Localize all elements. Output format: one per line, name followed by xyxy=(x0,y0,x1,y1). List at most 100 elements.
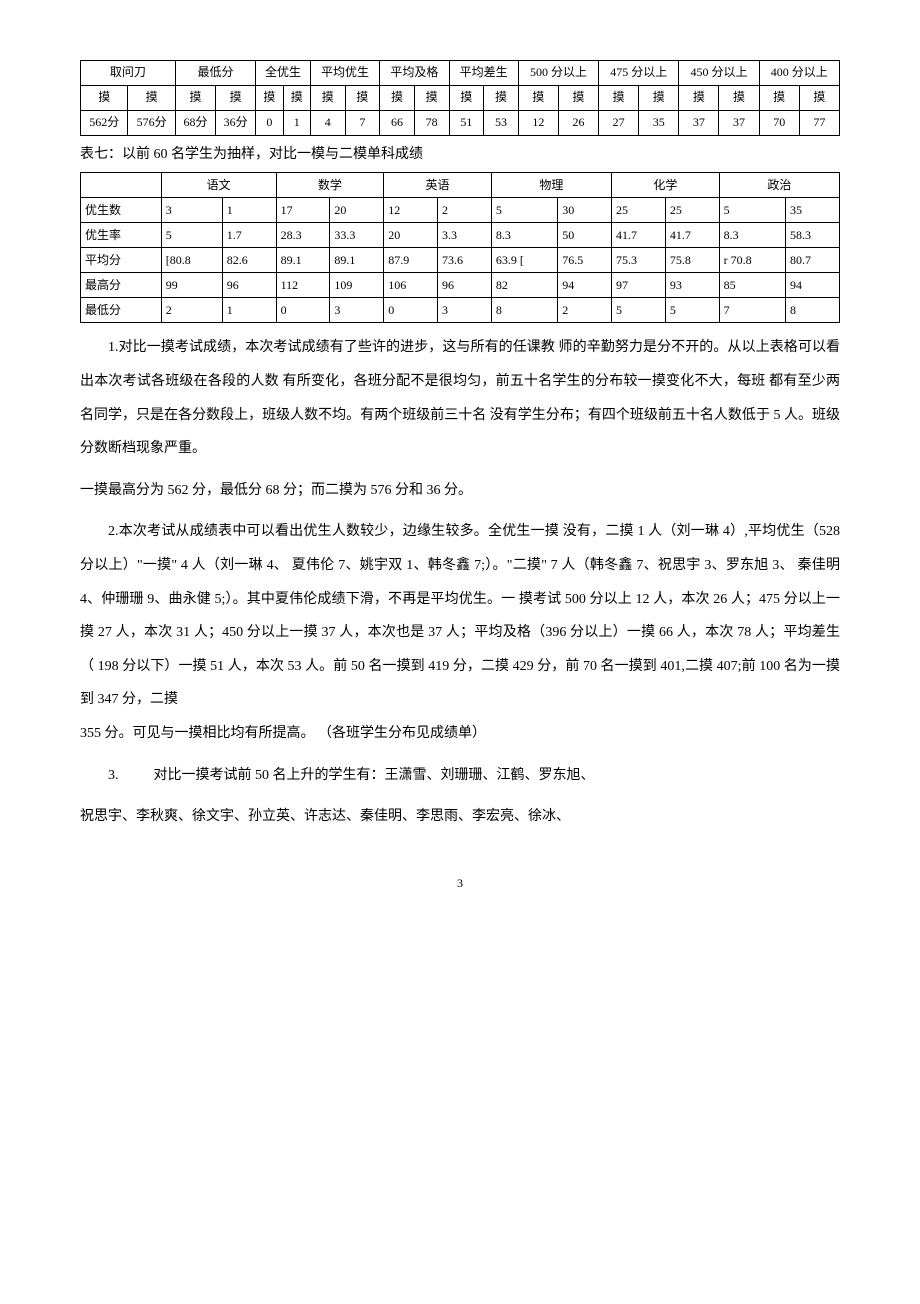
t2-c: 109 xyxy=(330,273,384,298)
t2-c: r 70.8 xyxy=(719,248,785,273)
t1-c: 36分 xyxy=(216,111,256,136)
table-row: 平均分 [80.8 82.6 89.1 89.1 87.9 73.6 63.9 … xyxy=(81,248,840,273)
t1-c: 摸 xyxy=(310,86,345,111)
t1-c: 摸 xyxy=(759,86,799,111)
t2-c: 58.3 xyxy=(786,223,840,248)
t1-h2: 全优生 xyxy=(256,61,311,86)
t2-c: 1 xyxy=(222,198,276,223)
t1-c: 摸 xyxy=(256,86,283,111)
t2-c: 94 xyxy=(558,273,612,298)
t1-c: 37 xyxy=(679,111,719,136)
t1-c: 576分 xyxy=(128,111,175,136)
t2-c: 85 xyxy=(719,273,785,298)
t1-c: 27 xyxy=(599,111,639,136)
t1-c: 562分 xyxy=(81,111,128,136)
t1-c: 4 xyxy=(310,111,345,136)
t2-c: 5 xyxy=(719,198,785,223)
t1-c: 66 xyxy=(380,111,415,136)
t2-h: 数学 xyxy=(276,173,384,198)
t1-c: 68分 xyxy=(175,111,215,136)
paragraph-2: 一摸最高分为 562 分，最低分 68 分；而二摸为 576 分和 36 分。 xyxy=(80,474,840,508)
t1-c: 53 xyxy=(484,111,519,136)
paragraph-3: 2.本次考试从成绩表中可以看出优生人数较少，边缘生较多。全优生一摸 没有，二摸 … xyxy=(80,515,840,717)
table-summary: 取问刀 最低分 全优生 平均优生 平均及格 平均差生 500 分以上 475 分… xyxy=(80,60,840,136)
t2-h: 化学 xyxy=(612,173,720,198)
t2-c: 20 xyxy=(330,198,384,223)
t2-c: 63.9 [ xyxy=(491,248,557,273)
t1-c: 26 xyxy=(558,111,598,136)
t2-c: 25 xyxy=(612,198,666,223)
t1-c: 摸 xyxy=(414,86,449,111)
t2-c: 1.7 xyxy=(222,223,276,248)
t2-h: 物理 xyxy=(491,173,611,198)
t2-c: 75.3 xyxy=(612,248,666,273)
t1-row-mo: 摸 摸 摸 摸 摸 摸 摸 摸 摸 摸 摸 摸 摸 摸 摸 摸 摸 摸 摸 摸 xyxy=(81,86,840,111)
t2-c: 5 xyxy=(161,223,222,248)
t2-c: 3.3 xyxy=(438,223,492,248)
table-row: 最低分 2 1 0 3 0 3 8 2 5 5 7 8 xyxy=(81,298,840,323)
t1-c: 摸 xyxy=(484,86,519,111)
t1-h4: 平均及格 xyxy=(380,61,449,86)
t1-c: 77 xyxy=(799,111,839,136)
t1-c: 摸 xyxy=(128,86,175,111)
t1-c: 摸 xyxy=(216,86,256,111)
t1-h5: 平均差生 xyxy=(449,61,518,86)
t1-c: 70 xyxy=(759,111,799,136)
t2-c: 99 xyxy=(161,273,222,298)
t2-c: 87.9 xyxy=(384,248,438,273)
t2-label: 最低分 xyxy=(81,298,162,323)
t1-c: 0 xyxy=(256,111,283,136)
t2-c: 5 xyxy=(665,298,719,323)
t2-c: 2 xyxy=(161,298,222,323)
t2-h: 英语 xyxy=(384,173,492,198)
t1-c: 1 xyxy=(283,111,310,136)
t1-h1: 最低分 xyxy=(175,61,255,86)
t2-c: 80.7 xyxy=(786,248,840,273)
paragraph-5: 祝思宇、李秋爽、徐文宇、孙立英、许志达、秦佳明、李思雨、李宏亮、徐冰、 xyxy=(80,800,840,834)
paragraph-1: 1.对比一摸考试成绩，本次考试成绩有了些许的进步，这与所有的任课教 师的辛勤努力… xyxy=(80,331,840,465)
t1-h9: 400 分以上 xyxy=(759,61,839,86)
table2-caption: 表七：以前 60 名学生为抽样，对比一模与二模单科成绩 xyxy=(80,144,840,166)
t1-h0: 取问刀 xyxy=(81,61,176,86)
t2-c: 2 xyxy=(438,198,492,223)
t2-c: 76.5 xyxy=(558,248,612,273)
paragraph-4: 3. 对比一摸考试前 50 名上升的学生有：王潇雪、刘珊珊、江鹤、罗东旭、 xyxy=(80,759,840,793)
t2-c: 17 xyxy=(276,198,330,223)
t2-label: 优生率 xyxy=(81,223,162,248)
t1-c: 摸 xyxy=(518,86,558,111)
t2-c: 8.3 xyxy=(491,223,557,248)
t2-c: 28.3 xyxy=(276,223,330,248)
table-row: 优生数 3 1 17 20 12 2 5 30 25 25 5 35 xyxy=(81,198,840,223)
t1-row-val: 562分 576分 68分 36分 0 1 4 7 66 78 51 53 12… xyxy=(81,111,840,136)
t1-h7: 475 分以上 xyxy=(599,61,679,86)
t2-c: 7 xyxy=(719,298,785,323)
t2-h xyxy=(81,173,162,198)
t2-c: 8 xyxy=(491,298,557,323)
t2-c: 20 xyxy=(384,223,438,248)
t1-c: 摸 xyxy=(799,86,839,111)
t2-c: 82.6 xyxy=(222,248,276,273)
t1-h6: 500 分以上 xyxy=(518,61,598,86)
t2-c: 96 xyxy=(438,273,492,298)
table-row: 优生率 5 1.7 28.3 33.3 20 3.3 8.3 50 41.7 4… xyxy=(81,223,840,248)
t1-c: 摸 xyxy=(283,86,310,111)
t1-c: 摸 xyxy=(558,86,598,111)
t2-c: 41.7 xyxy=(665,223,719,248)
t1-c: 摸 xyxy=(719,86,759,111)
t2-c: 2 xyxy=(558,298,612,323)
list-num: 3. xyxy=(108,768,119,783)
t2-c: 112 xyxy=(276,273,330,298)
t1-h3: 平均优生 xyxy=(310,61,379,86)
t2-c: 8 xyxy=(786,298,840,323)
t1-c: 摸 xyxy=(81,86,128,111)
table-row: 最高分 99 96 112 109 106 96 82 94 97 93 85 … xyxy=(81,273,840,298)
t2-c: 5 xyxy=(612,298,666,323)
t2-c: 0 xyxy=(276,298,330,323)
t2-c: 93 xyxy=(665,273,719,298)
t1-c: 摸 xyxy=(345,86,380,111)
t2-c: 106 xyxy=(384,273,438,298)
t2-h: 政治 xyxy=(719,173,839,198)
t2-c: 3 xyxy=(330,298,384,323)
t2-c: 35 xyxy=(786,198,840,223)
t2-c: 73.6 xyxy=(438,248,492,273)
